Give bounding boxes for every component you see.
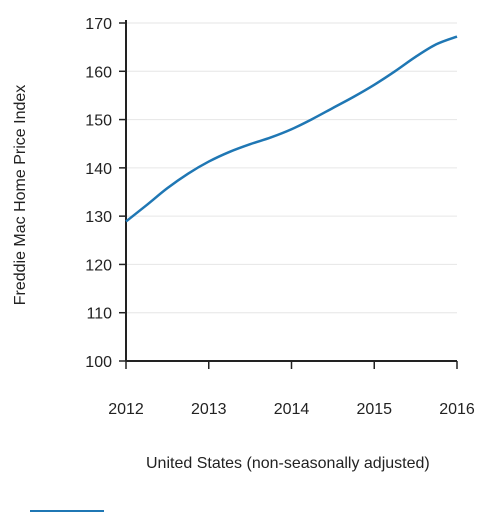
x-tick-label: 2015 [356, 401, 392, 418]
y-tick-label: 130 [85, 209, 112, 226]
x-axis: 2012 2013 2014 2015 2016 [108, 360, 475, 418]
x-tick-label: 2013 [191, 401, 227, 418]
x-tick-label: 2016 [439, 401, 475, 418]
y-tick-label: 120 [85, 257, 112, 274]
y-axis-title: Freddie Mac Home Price Index [12, 85, 29, 306]
series-line-united-states [125, 35, 458, 223]
y-tick-label: 170 [85, 16, 112, 33]
gridlines [126, 22, 457, 314]
legend: United States (non-seasonally adjusted) [30, 450, 470, 520]
y-tick-label: 150 [85, 113, 112, 130]
legend-label-united-states: United States (non-seasonally adjusted) [146, 455, 430, 472]
y-tick-label: 100 [85, 354, 112, 371]
legend-swatch-united-states [30, 510, 104, 512]
x-tick-label: 2012 [108, 401, 144, 418]
y-tick-label: 140 [85, 161, 112, 178]
y-tick-label: 110 [86, 306, 112, 323]
series-layer [125, 35, 458, 223]
y-tick-label: 160 [85, 64, 112, 81]
x-tick-label: 2014 [274, 401, 310, 418]
y-axis: 100 110 120 130 140 150 160 170 [85, 16, 127, 371]
